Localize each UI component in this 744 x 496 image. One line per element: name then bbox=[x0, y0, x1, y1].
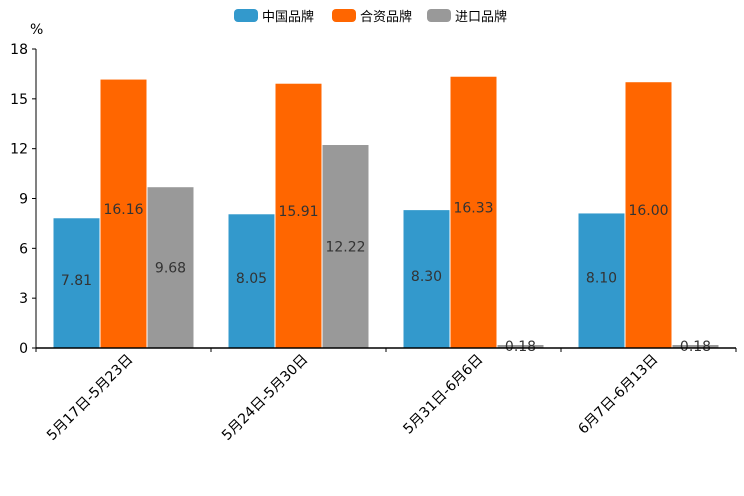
data-label: 8.10 bbox=[586, 271, 617, 287]
legend-label: 合资品牌 bbox=[360, 9, 412, 25]
x-tick-label: 5月24日-5月30日 bbox=[219, 352, 311, 444]
bar bbox=[275, 83, 322, 348]
y-axis: 0 3 6 9 12 15 18 bbox=[10, 42, 37, 357]
bar bbox=[625, 82, 672, 348]
x-tick-label: 5月17日-5月23日 bbox=[44, 352, 136, 444]
legend-swatch bbox=[234, 9, 258, 22]
bar bbox=[53, 218, 100, 348]
data-label: 8.05 bbox=[236, 271, 267, 287]
legend-label: 中国品牌 bbox=[262, 9, 314, 25]
y-tick-label: 0 bbox=[19, 341, 28, 357]
data-label: 7.81 bbox=[61, 273, 92, 289]
bar bbox=[100, 79, 147, 348]
x-tick-label: 6月7日-6月13日 bbox=[575, 352, 661, 438]
bar bbox=[228, 214, 275, 348]
legend-swatch bbox=[427, 9, 451, 22]
data-label: 15.91 bbox=[278, 204, 318, 220]
legend-label: 进口品牌 bbox=[455, 9, 507, 25]
x-tick-label: 5月31日-6月6日 bbox=[400, 352, 486, 438]
bar bbox=[497, 345, 544, 348]
data-label: 16.33 bbox=[453, 200, 493, 216]
data-label: 8.30 bbox=[411, 269, 442, 285]
bars: 7.81 16.16 9.68 8.05 15.91 12.22 8.30 16.33 0.18… bbox=[53, 76, 719, 355]
y-tick-label: 9 bbox=[19, 192, 28, 208]
data-label: 16.00 bbox=[628, 203, 668, 219]
data-label: 9.68 bbox=[155, 261, 186, 277]
bar bbox=[147, 187, 194, 348]
bar bbox=[578, 213, 625, 348]
bar bbox=[450, 76, 497, 349]
y-tick-label: 12 bbox=[10, 142, 28, 158]
y-tick-label: 6 bbox=[19, 241, 28, 257]
bar bbox=[322, 145, 369, 348]
y-tick-label: 18 bbox=[10, 42, 28, 58]
x-axis: 5月17日-5月23日 5月24日-5月30日 5月31日-6月6日 6月7日-6月1… bbox=[35, 347, 737, 444]
data-label: 12.22 bbox=[325, 240, 365, 256]
bar bbox=[672, 345, 719, 348]
y-tick-label: 3 bbox=[19, 291, 28, 307]
data-label: 0.18 bbox=[680, 339, 711, 355]
y-axis-unit-label: % bbox=[30, 22, 43, 38]
data-label: 16.16 bbox=[103, 202, 143, 218]
legend: 中国品牌 合资品牌 进口品牌 bbox=[234, 9, 507, 25]
y-tick-label: 15 bbox=[10, 92, 28, 108]
data-label: 0.18 bbox=[505, 339, 536, 355]
legend-swatch bbox=[332, 9, 356, 22]
bar bbox=[403, 210, 450, 348]
